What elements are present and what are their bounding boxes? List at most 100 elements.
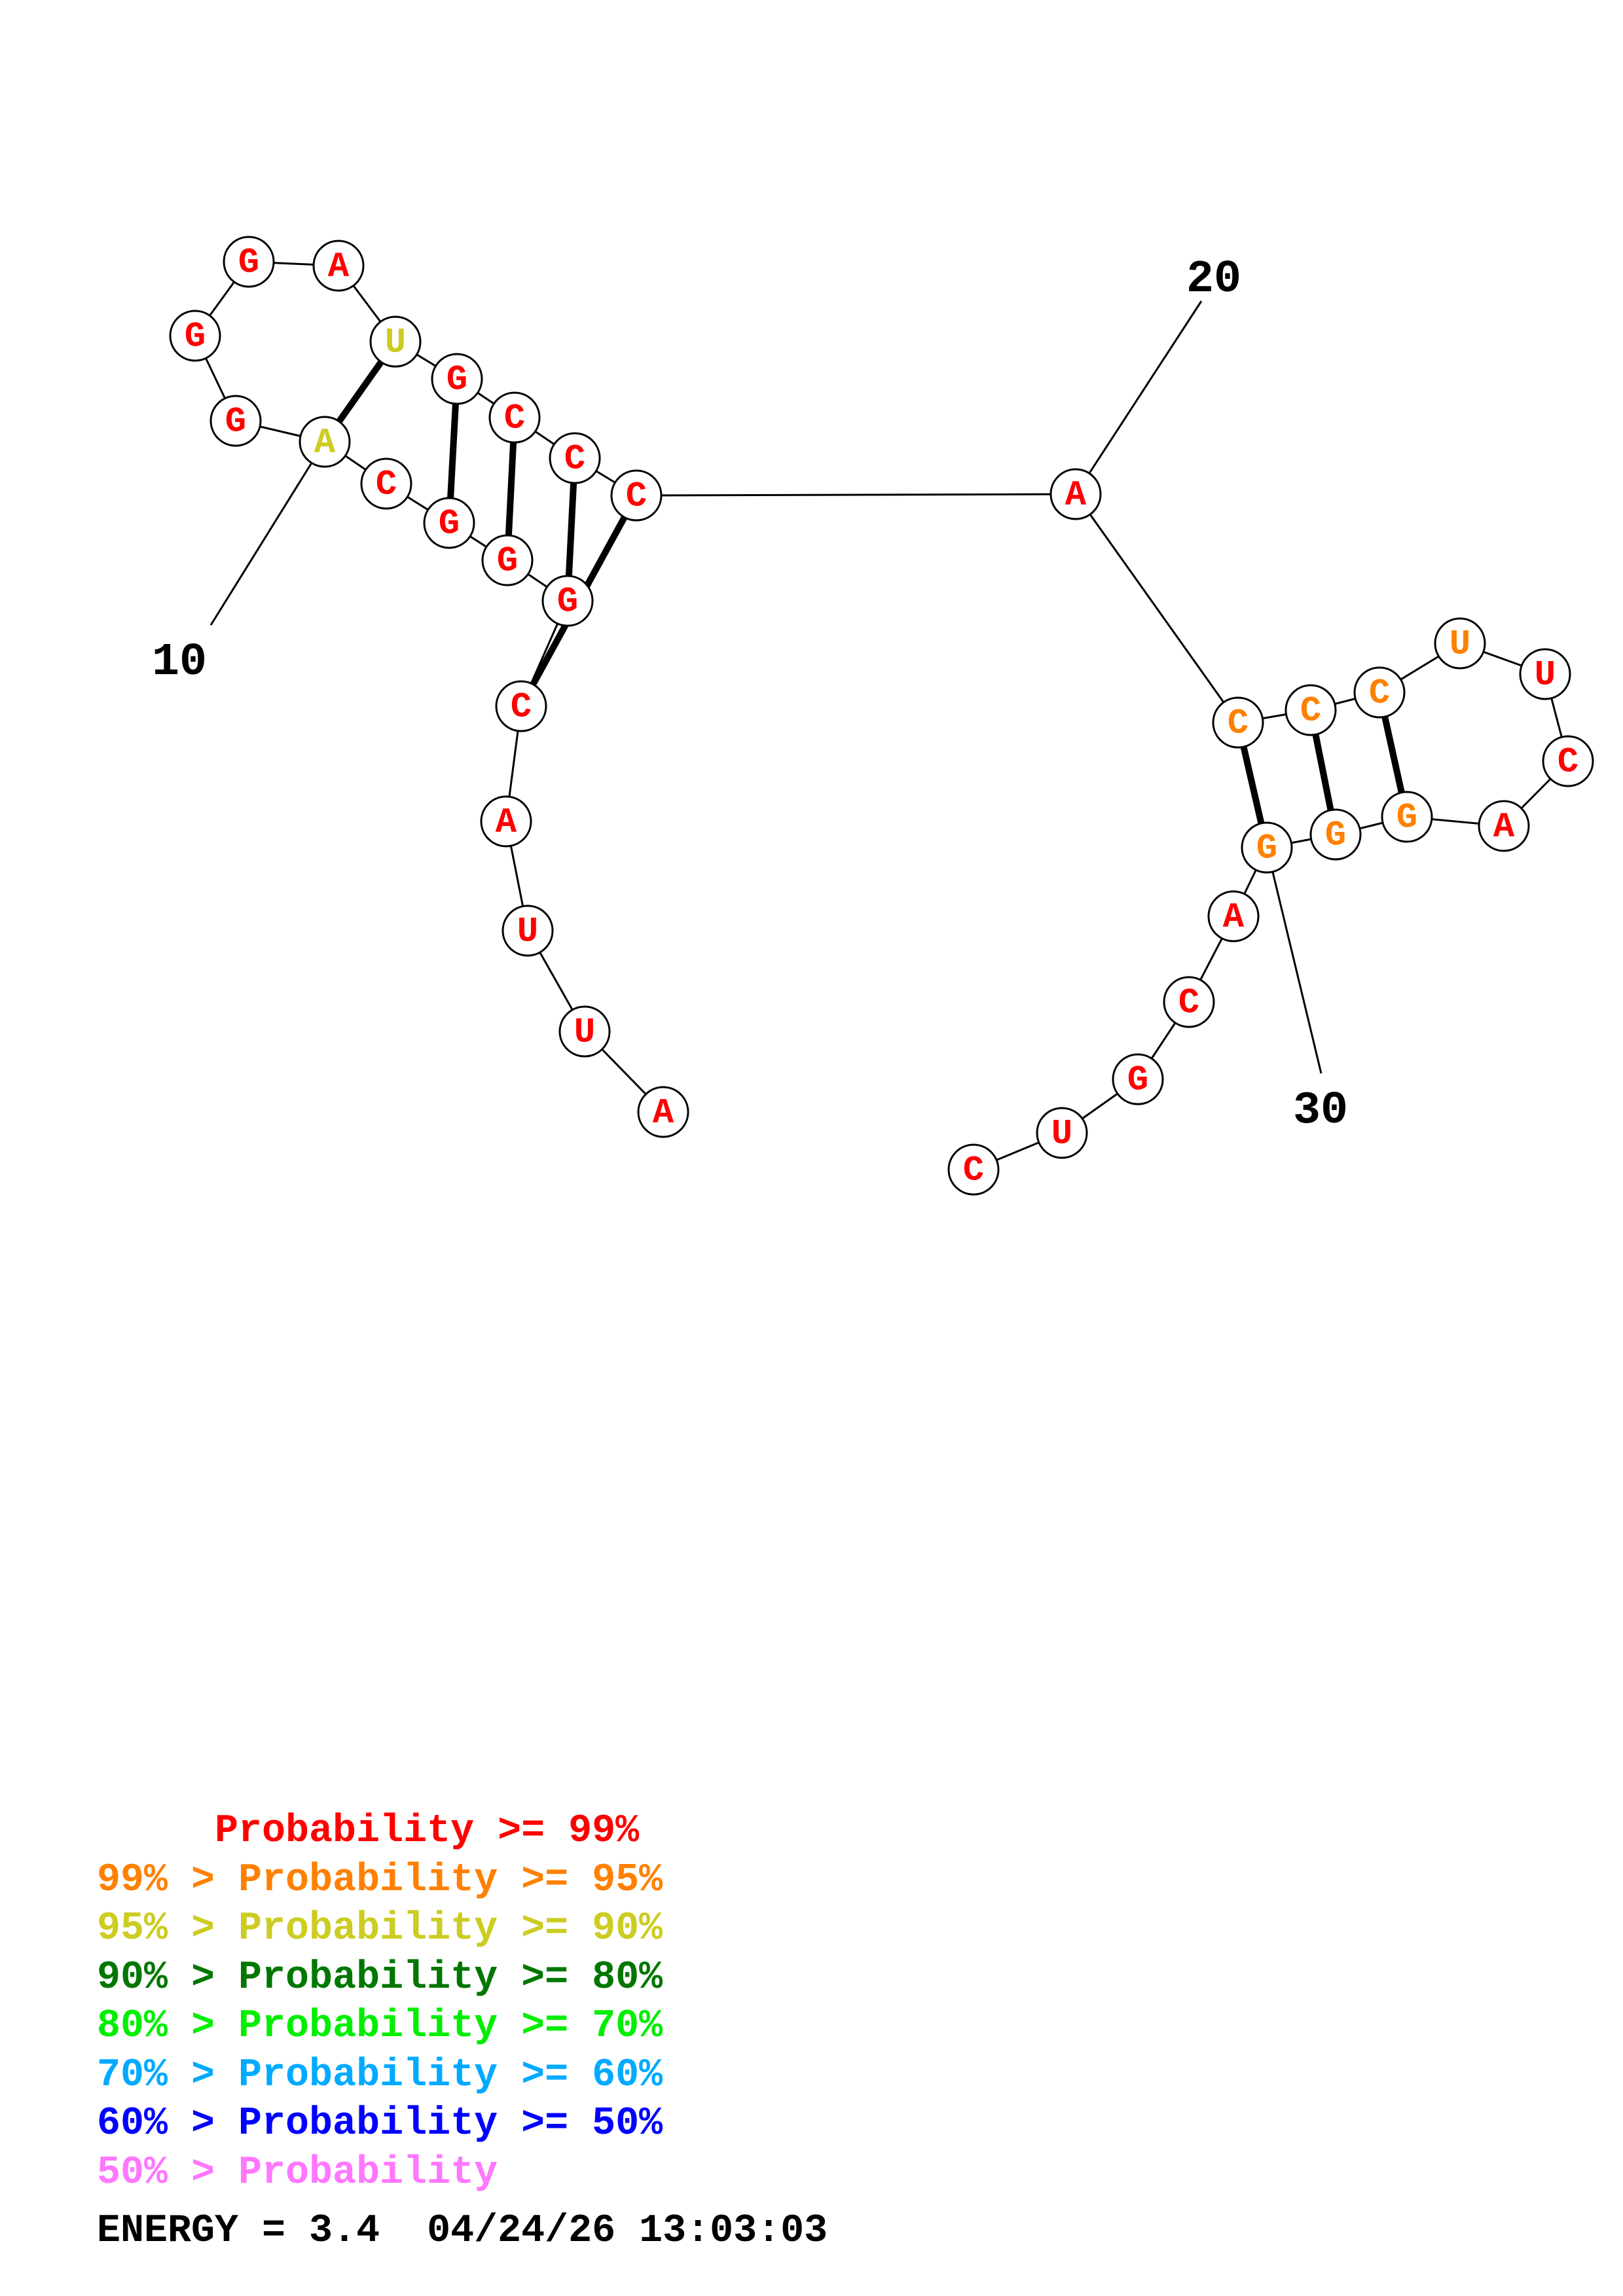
nucleotide: C [549,432,601,484]
nucleotide-circle [1434,617,1486,670]
nucleotide-base-label: C [1178,984,1199,1024]
nucleotide-circle [1036,1107,1088,1159]
nucleotide: U [558,1005,611,1058]
base-pair-bonds [321,340,1410,849]
nucleotide-circle [1309,808,1362,861]
nucleotide-circle [1353,666,1406,719]
nucleotide-circle [480,795,532,848]
nucleotide-base-label: A [1223,898,1245,938]
nucleotide-base-label: A [314,423,336,463]
backbone-link [636,493,1076,497]
nucleotide-circle [1241,821,1293,874]
nucleotide: A [637,1086,689,1138]
nucleotide-circle [947,1143,1000,1196]
nucleotide: A [1049,468,1102,520]
nucleotide: C [1542,735,1594,787]
nucleotide-base-label: G [557,583,578,622]
nucleotide: C [360,457,412,510]
nucleotide-base-label: G [439,505,460,545]
nucleotide: C [610,469,663,522]
nucleotide-base-label: C [564,440,585,480]
nucleotide-circle [1381,791,1433,843]
nucleotide-base-label: G [447,361,467,401]
nucleotide-base-label: U [517,912,538,952]
nucleotide: G [223,236,275,288]
nucleotide: G [1381,791,1433,843]
nucleotide-base-label: C [376,465,397,505]
nucleotide-circle [549,432,601,484]
nucleotide-circle [1285,684,1337,736]
legend-entry: 80% > Probability >= 70% [97,2004,663,2049]
nucleotide: G [481,534,534,586]
nucleotide: C [947,1143,1000,1196]
nucleotide: C [495,680,547,732]
nucleotide-base-label: A [328,247,350,287]
nucleotide-base-label: U [1450,625,1470,665]
nucleotide-circle [495,680,547,732]
nucleotide-circle [299,416,351,468]
number-tick [210,441,326,626]
nucleotide-base-label: U [574,1013,595,1053]
nucleotide-base-label: C [1369,674,1390,714]
nucleotide: U [1036,1107,1088,1159]
nucleotide-circle [423,497,475,549]
nucleotide-circle [541,575,594,627]
legend-entry: 90% > Probability >= 80% [97,1955,663,2000]
nucleotide: C [1285,684,1337,736]
nucleotide: G [431,353,483,405]
nucleotide: C [488,391,541,444]
nucleotide-base-label: U [1051,1115,1072,1155]
nucleotide: G [1112,1053,1164,1105]
number-tick [1266,847,1322,1074]
nucleotide-circle [637,1086,689,1138]
nucleotide: U [1434,617,1486,670]
nucleotide: U [369,315,422,368]
nucleotide-circle [1163,976,1215,1028]
nucleotide-base-label: G [185,317,206,357]
nucleotide: C [1163,976,1215,1028]
nucleotide-circle [369,315,422,368]
nucleotide: A [1478,800,1530,852]
legend-entry: 99% > Probability >= 95% [97,1857,663,1903]
nucleotide-circle [488,391,541,444]
nucleotide: A [1207,890,1260,942]
nucleotide: A [312,240,365,292]
nucleotide: G [541,575,594,627]
nucleotide-circle [558,1005,611,1058]
nucleotide-base-label: C [504,399,525,439]
legend-entry: 50% > Probability [97,2150,498,2195]
nucleotide: G [423,497,475,549]
nucleotide-circle [1049,468,1102,520]
nucleotide-circle [481,534,534,586]
backbone-links [194,260,1569,1171]
number-tick [1074,300,1203,495]
nucleotide: A [480,795,532,848]
nucleotide-base-label: C [1300,692,1321,732]
nucleotide-circle [1112,1053,1164,1105]
nucleotide: G [1309,808,1362,861]
nucleotide: G [1241,821,1293,874]
nucleotide-base-label: C [1558,743,1578,783]
nucleotide-base-label: C [963,1151,984,1191]
nucleotide-circle [610,469,663,522]
legend-entry: 70% > Probability >= 60% [97,2053,663,2098]
nucleotide-base-label: C [1228,704,1249,744]
legend-entry: 60% > Probability >= 50% [97,2102,663,2146]
position-number-label: 20 [1186,254,1241,306]
nucleotide: U [1519,648,1571,700]
nucleotide-circle [501,905,554,957]
nucleotide-circle [223,236,275,288]
nucleotide-circle [1519,648,1571,700]
legend-entry: 95% > Probability >= 90% [97,1907,663,1951]
position-number-label: 10 [152,637,207,689]
position-number-label: 30 [1293,1085,1348,1137]
numbering-ticks: 10 20 30 [152,254,1348,1137]
nucleotide-circle [1542,735,1594,787]
nucleotide-base-label: A [1065,476,1087,516]
nucleotide-base-label: G [1256,829,1277,869]
nucleotide-circle [312,240,365,292]
nucleotide-base-label: C [626,477,647,517]
nucleotide-circle [210,395,262,447]
